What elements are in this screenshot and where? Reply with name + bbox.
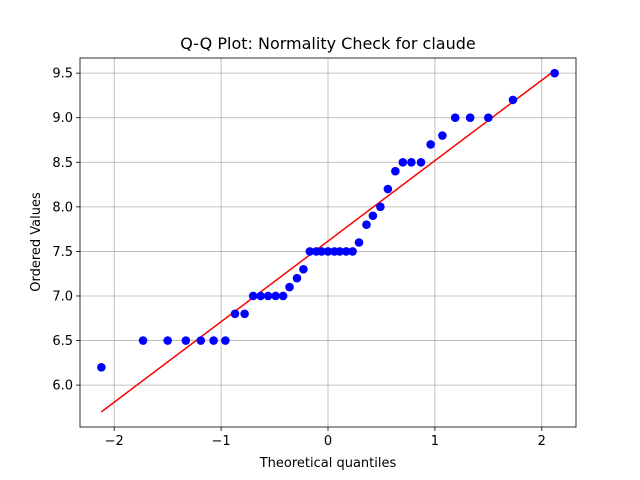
data-point: [196, 336, 206, 345]
fit-line-layer: [100, 69, 556, 413]
y-axis-label: Ordered Values: [29, 192, 44, 292]
data-point: [305, 247, 315, 256]
data-point: [391, 166, 400, 176]
data-point: [221, 336, 230, 345]
x-tick-label: 2: [538, 434, 546, 449]
data-point: [230, 309, 240, 319]
y-tick-label: 6.0: [52, 379, 73, 394]
data-point: [248, 291, 258, 301]
data-point: [426, 140, 435, 149]
data-point: [240, 309, 249, 319]
data-point: [398, 157, 408, 167]
y-tick-label: 7.5: [52, 245, 73, 260]
data-point: [550, 68, 559, 78]
data-point: [484, 113, 493, 123]
data-point: [465, 113, 475, 123]
data-point: [383, 184, 393, 194]
x-tick-label: 0: [324, 434, 332, 449]
y-tick-label: 6.5: [52, 334, 73, 349]
data-point: [450, 113, 460, 123]
data-point: [416, 157, 426, 167]
x-tick-label: 1: [431, 434, 439, 449]
chart-title: Q-Q Plot: Normality Check for claude: [180, 34, 475, 53]
y-tick-label: 8.5: [52, 156, 73, 171]
data-point: [292, 273, 302, 283]
y-tick-label: 9.0: [52, 111, 73, 126]
data-point: [256, 291, 265, 301]
y-axis-ticks: 6.0 6.5 7.0 7.5 8.0 8.5 9.0 9.5: [52, 67, 80, 394]
x-tick-label: −2: [105, 434, 124, 449]
x-tick-label: −1: [212, 434, 231, 449]
data-point: [438, 131, 447, 140]
data-point: [263, 291, 273, 301]
data-point: [278, 291, 288, 301]
x-axis-ticks: −2 −1 0 1 2: [105, 427, 546, 449]
data-point: [362, 220, 371, 229]
data-point: [376, 202, 385, 212]
data-point: [163, 336, 172, 345]
data-point: [299, 264, 308, 274]
y-tick-label: 8.0: [52, 200, 73, 215]
fit-line: [100, 69, 556, 413]
y-tick-label: 9.5: [52, 67, 73, 82]
data-point: [271, 291, 280, 301]
data-point: [354, 238, 364, 247]
data-point: [407, 157, 416, 167]
data-point: [138, 336, 148, 345]
data-point: [508, 95, 518, 105]
data-point: [285, 282, 294, 292]
data-point: [97, 362, 106, 372]
data-point: [335, 247, 345, 256]
data-point: [323, 247, 333, 256]
data-point: [209, 336, 218, 345]
data-point: [348, 247, 357, 256]
data-points: [97, 68, 559, 372]
data-point: [181, 336, 191, 345]
grid-lines: [80, 58, 576, 427]
data-point: [317, 247, 326, 256]
x-axis-label: Theoretical quantiles: [259, 456, 397, 471]
data-point: [341, 247, 351, 256]
y-tick-label: 7.0: [52, 289, 73, 304]
data-point: [368, 211, 378, 221]
